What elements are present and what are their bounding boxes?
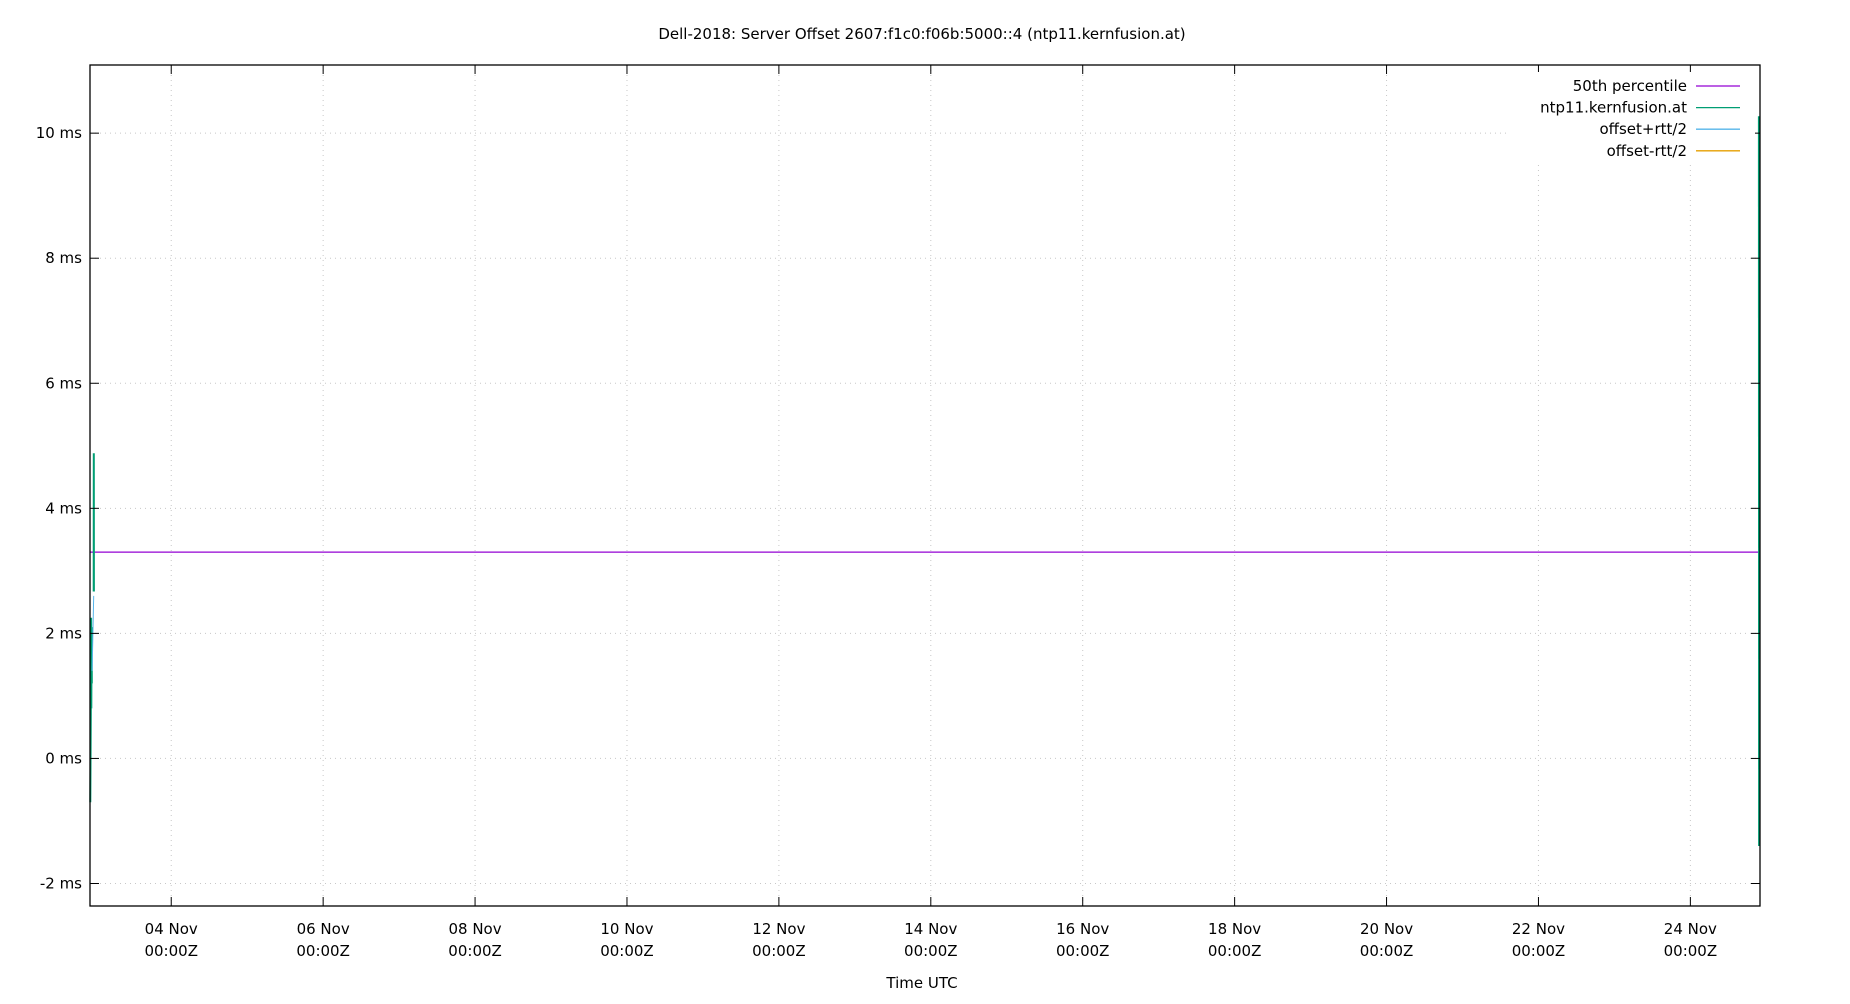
grid (90, 65, 1760, 906)
x-tick-label-time: 00:00Z (600, 942, 654, 960)
y-tick-label: -2 ms (40, 874, 82, 892)
y-tick-label: 2 ms (45, 624, 82, 642)
legend-label: ntp11.kernfusion.at (1540, 99, 1687, 117)
chart-title: Dell-2018: Server Offset 2607:f1c0:f06b:… (658, 25, 1185, 43)
series-layer (90, 116, 1760, 846)
x-tick-label-time: 00:00Z (904, 942, 958, 960)
x-tick-label-date: 24 Nov (1664, 920, 1717, 938)
x-tick-label-date: 22 Nov (1512, 920, 1565, 938)
axes: -2 ms 0 ms 2 ms 4 ms 6 ms 8 ms 10 ms 04 Nov 00:0… (36, 65, 1760, 960)
x-tick-label-date: 14 Nov (904, 920, 957, 938)
x-tick-label-date: 12 Nov (752, 920, 805, 938)
x-tick-label-time: 00:00Z (1056, 942, 1110, 960)
legend-label: offset-rtt/2 (1607, 142, 1687, 160)
y-tick-label: 10 ms (36, 124, 82, 142)
y-tick-label: 8 ms (45, 249, 82, 267)
y-tick-label: 4 ms (45, 499, 82, 517)
x-tick-label-time: 00:00Z (1512, 942, 1566, 960)
legend: 50th percentile ntp11.kernfusion.at offset… (1510, 72, 1755, 162)
x-tick-label-time: 00:00Z (448, 942, 502, 960)
x-tick-label-time: 00:00Z (1208, 942, 1262, 960)
x-axis-label: Time UTC (885, 974, 957, 992)
x-tick-label-date: 18 Nov (1208, 920, 1261, 938)
x-tick-label-date: 08 Nov (448, 920, 501, 938)
x-tick-label-date: 10 Nov (600, 920, 653, 938)
x-tick-label-date: 20 Nov (1360, 920, 1413, 938)
legend-label: offset+rtt/2 (1599, 120, 1687, 138)
x-tick-label-time: 00:00Z (144, 942, 198, 960)
x-tick-label-time: 00:00Z (752, 942, 806, 960)
legend-label: 50th percentile (1573, 77, 1687, 95)
y-tick-label: 0 ms (45, 749, 82, 767)
x-tick-label-date: 16 Nov (1056, 920, 1109, 938)
x-tick-label-date: 06 Nov (297, 920, 350, 938)
y-tick-label: 6 ms (45, 374, 82, 392)
x-tick-label-time: 00:00Z (1664, 942, 1718, 960)
x-tick-label-time: 00:00Z (1360, 942, 1414, 960)
x-tick-label-date: 04 Nov (145, 920, 198, 938)
plot-frame (90, 65, 1760, 906)
x-tick-label-time: 00:00Z (296, 942, 350, 960)
